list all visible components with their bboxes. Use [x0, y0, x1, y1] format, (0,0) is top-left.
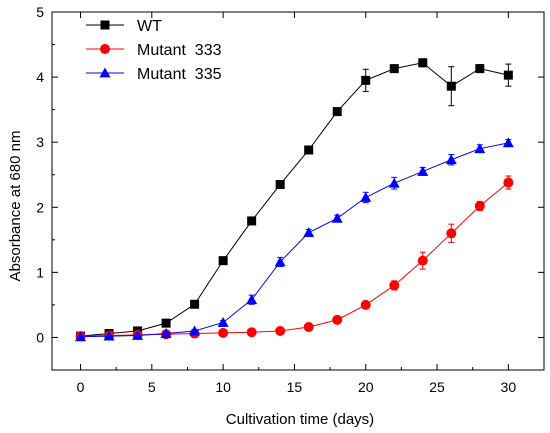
data-point	[246, 294, 258, 305]
legend: WT Mutant 333 Mutant 335	[86, 18, 222, 83]
y-tick-label: 0	[36, 329, 44, 345]
data-point	[160, 328, 172, 338]
y-tick-label: 1	[36, 264, 44, 280]
data-point	[303, 227, 315, 238]
legend-label: Mutant 333	[137, 42, 222, 59]
data-point	[474, 200, 485, 211]
data-point	[275, 325, 286, 336]
data-point	[417, 255, 428, 266]
y-axis-title: Absorbance at 680 nm	[7, 131, 24, 282]
data-point	[190, 299, 200, 309]
x-tick-label: 0	[77, 379, 85, 395]
y-tick-label: 2	[36, 199, 44, 215]
x-tick-label: 20	[358, 379, 374, 395]
data-point	[474, 143, 486, 154]
data-point	[418, 58, 428, 68]
data-point	[446, 228, 457, 239]
data-point	[189, 325, 201, 336]
data-point	[388, 177, 400, 188]
data-point	[304, 145, 314, 155]
y-tick-label: 3	[36, 134, 44, 150]
legend-label: Mutant 335	[137, 66, 222, 83]
data-point	[331, 212, 343, 223]
series-0	[76, 58, 513, 341]
data-point	[475, 64, 485, 74]
data-point	[161, 318, 171, 328]
x-tick-label: 25	[429, 379, 445, 395]
series-line	[80, 62, 509, 337]
data-point	[132, 330, 144, 340]
data-point	[275, 179, 285, 189]
data-point	[246, 327, 257, 338]
series-line	[80, 182, 509, 337]
axes: 0 5 10 15 20 25 30 0 1 2 3 4 5	[36, 4, 545, 395]
legend-marker	[100, 20, 110, 30]
data-point	[502, 137, 514, 148]
plot-area	[75, 58, 514, 342]
data-point	[446, 81, 456, 91]
legend-marker	[100, 44, 110, 54]
data-point	[218, 327, 229, 338]
data-point	[75, 331, 87, 342]
data-point	[360, 299, 371, 310]
data-point	[332, 314, 343, 325]
legend-marker	[99, 67, 111, 78]
y-tick-label: 5	[36, 4, 44, 20]
x-tick-label: 15	[287, 379, 303, 395]
data-point	[274, 256, 286, 267]
data-point	[503, 70, 513, 80]
x-tick-label: 10	[215, 379, 231, 395]
series-line	[80, 142, 509, 338]
data-point	[303, 322, 314, 333]
data-point	[247, 216, 257, 226]
legend-label: WT	[137, 18, 162, 35]
data-point	[361, 75, 371, 85]
data-point	[389, 280, 400, 291]
x-axis-title: Cultivation time (days)	[226, 411, 374, 428]
plot-frame	[51, 11, 545, 371]
y-tick-label: 4	[36, 69, 44, 85]
data-point	[332, 107, 342, 117]
data-point	[417, 165, 429, 176]
data-point	[360, 192, 372, 202]
x-tick-label: 5	[148, 379, 156, 395]
series-1	[75, 175, 514, 342]
series-2	[75, 137, 514, 342]
data-point	[103, 330, 115, 341]
data-point	[217, 316, 229, 327]
data-point	[445, 154, 457, 165]
x-tick-label: 30	[501, 379, 517, 395]
data-point	[503, 177, 514, 188]
data-point	[389, 64, 399, 74]
data-point	[218, 256, 228, 266]
